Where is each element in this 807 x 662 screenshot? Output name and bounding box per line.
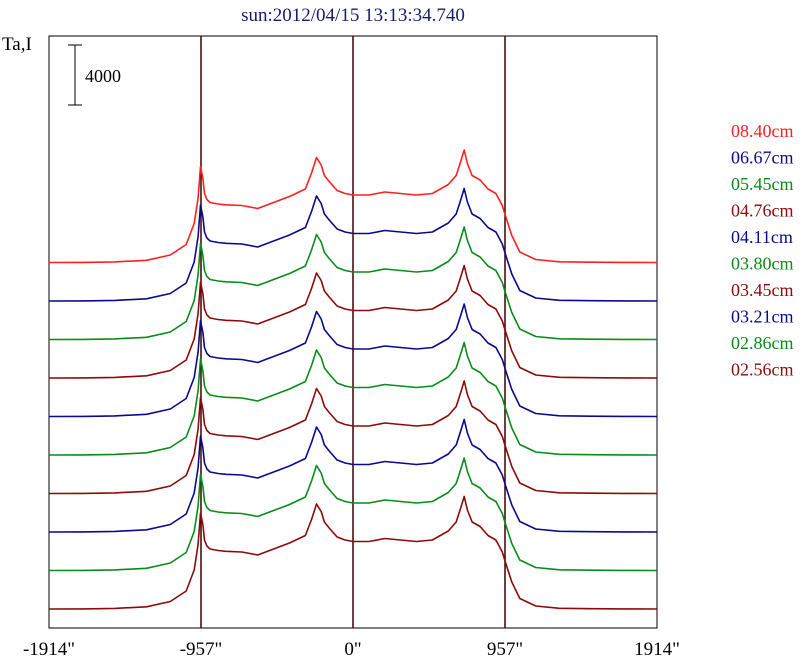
series-line-04.11cm <box>48 303 658 418</box>
chart-title: sun:2012/04/15 13:13:34.740 <box>241 5 465 26</box>
series-line-03.45cm <box>48 380 658 495</box>
series-line-03.80cm <box>48 341 658 456</box>
series-line-03.21cm <box>48 418 658 533</box>
x-tick-label: 0" <box>344 639 361 660</box>
series-lines <box>48 149 658 610</box>
x-tick-label: -957" <box>180 639 223 660</box>
legend-item: 03.45cm <box>731 280 794 300</box>
legend-item: 06.67cm <box>731 148 794 168</box>
vertical-markers <box>200 36 506 628</box>
y-axis-label: Ta,I <box>2 34 32 55</box>
series-line-08.40cm <box>48 149 658 264</box>
series-line-02.56cm <box>48 495 658 610</box>
legend-item: 04.11cm <box>731 227 793 247</box>
scale-bar-label: 4000 <box>85 66 121 86</box>
legend-item: 05.45cm <box>731 174 794 194</box>
scale-bar: 4000 <box>68 44 121 106</box>
x-tick-labels: -1914" -957" 0" 957" 1914" <box>23 639 680 660</box>
series-line-04.76cm <box>48 264 658 379</box>
series-line-06.67cm <box>48 187 658 302</box>
series-line-05.45cm <box>48 226 658 341</box>
legend: 08.40cm 06.67cm 05.45cm 04.76cm 04.11cm 03.80… <box>731 121 794 380</box>
legend-item: 03.80cm <box>731 254 794 274</box>
x-tick-label: -1914" <box>23 639 75 660</box>
legend-item: 04.76cm <box>731 201 794 221</box>
legend-item: 03.21cm <box>731 307 794 327</box>
legend-item: 02.56cm <box>731 360 794 380</box>
series-line-02.86cm <box>48 457 658 572</box>
x-tick-label: 957" <box>487 639 523 660</box>
legend-item: 02.86cm <box>731 333 794 353</box>
x-tick-label: 1914" <box>634 639 680 660</box>
legend-item: 08.40cm <box>731 121 794 141</box>
